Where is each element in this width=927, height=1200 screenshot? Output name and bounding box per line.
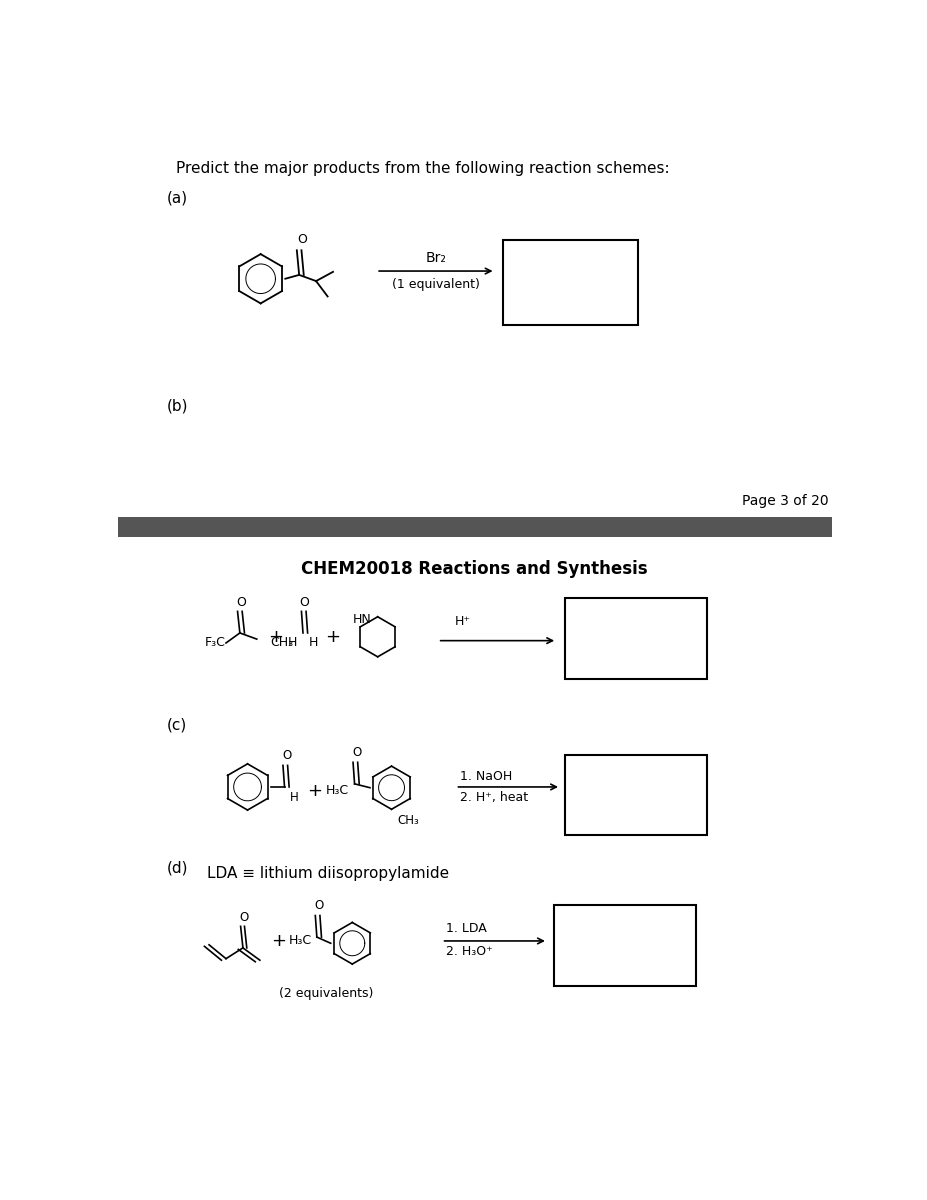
Text: O: O <box>299 595 310 608</box>
Text: H: H <box>309 636 319 649</box>
Text: CHEM20018 Reactions and Synthesis: CHEM20018 Reactions and Synthesis <box>301 559 648 578</box>
Text: (a): (a) <box>167 190 188 205</box>
Text: +: + <box>324 628 340 646</box>
Text: H₃C: H₃C <box>289 935 312 948</box>
Text: 2. H⁺, heat: 2. H⁺, heat <box>460 791 528 804</box>
Text: LDA ≡ lithium diisopropylamide: LDA ≡ lithium diisopropylamide <box>207 866 449 881</box>
Text: O: O <box>298 233 307 246</box>
Bar <box>554 905 696 985</box>
Text: 2. H₃O⁺: 2. H₃O⁺ <box>446 946 493 959</box>
Text: (2 equivalents): (2 equivalents) <box>279 986 374 1000</box>
Text: CH₃: CH₃ <box>398 814 419 827</box>
Text: O: O <box>314 899 324 912</box>
Text: +: + <box>271 932 286 950</box>
Bar <box>503 240 638 325</box>
Bar <box>118 517 832 536</box>
Text: H₃C: H₃C <box>326 784 349 797</box>
Text: O: O <box>239 911 248 924</box>
Text: Br₂: Br₂ <box>425 251 447 265</box>
Text: Predict the major products from the following reaction schemes:: Predict the major products from the foll… <box>176 161 669 176</box>
Text: (b): (b) <box>167 398 188 413</box>
Text: 1. NaOH: 1. NaOH <box>460 769 513 782</box>
Text: H⁺: H⁺ <box>455 614 471 628</box>
Text: HN: HN <box>353 613 372 626</box>
Text: (d): (d) <box>167 860 188 875</box>
Text: (c): (c) <box>167 718 187 733</box>
Text: O: O <box>282 749 291 762</box>
Text: H: H <box>287 636 297 649</box>
Text: O: O <box>236 595 247 608</box>
Text: +: + <box>269 628 284 646</box>
Text: (1 equivalent): (1 equivalent) <box>392 277 480 290</box>
Bar <box>565 599 707 679</box>
Text: H: H <box>290 791 298 804</box>
Bar <box>565 755 707 835</box>
Text: F₃C: F₃C <box>205 636 226 649</box>
Text: CH₃: CH₃ <box>271 636 294 649</box>
Text: 1. LDA: 1. LDA <box>446 922 487 935</box>
Text: O: O <box>352 746 362 758</box>
Text: +: + <box>307 782 322 800</box>
Text: Page 3 of 20: Page 3 of 20 <box>742 494 829 509</box>
